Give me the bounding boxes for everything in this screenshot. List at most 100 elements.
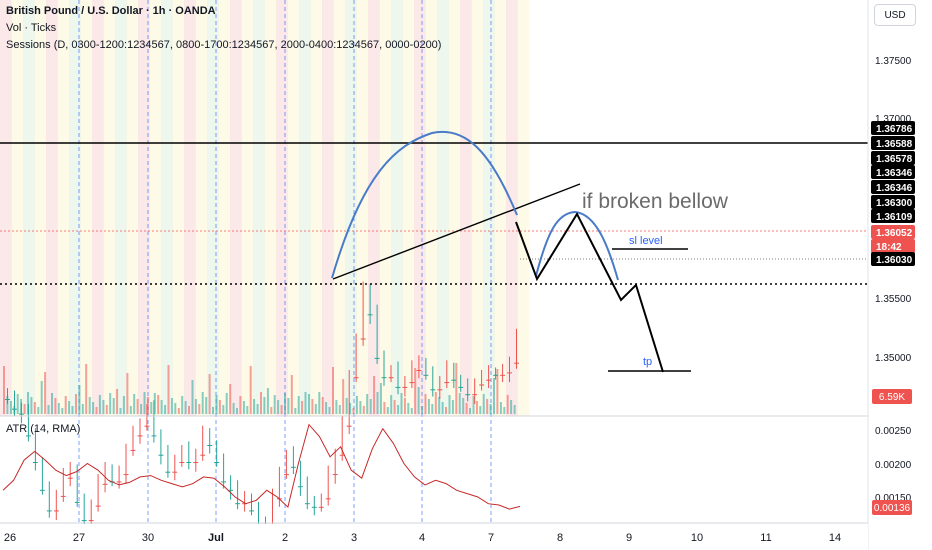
volume-bar (335, 400, 338, 414)
volume-bar (393, 400, 396, 414)
volume-legend[interactable]: Vol · Ticks (6, 22, 57, 34)
symbol-title[interactable]: British Pound / U.S. Dollar · 1h · OANDA (6, 5, 216, 17)
volume-bar (68, 401, 71, 414)
volume-bar (208, 374, 211, 414)
volume-bar (338, 405, 341, 414)
volume-bar (78, 385, 81, 414)
candle-body (74, 501, 80, 503)
session-stripe (34, 0, 47, 416)
candle-body (46, 510, 52, 512)
volume-bar (308, 394, 310, 414)
volume-bar (126, 373, 129, 414)
time-tick-label: 2 (282, 532, 288, 544)
candle-body (284, 474, 289, 476)
candle-body (444, 382, 450, 384)
session-backgrounds (0, 0, 530, 416)
volume-bar (23, 404, 26, 414)
volume-bar (92, 402, 95, 414)
volume-bar (136, 399, 139, 414)
volume-bar (427, 399, 430, 414)
time-tick-label: 11 (760, 532, 771, 544)
session-stripe (483, 0, 495, 416)
volume-bar (150, 402, 153, 414)
session-stripe (218, 0, 231, 416)
candle-body (39, 489, 45, 491)
arc-top-drawing[interactable] (331, 130, 518, 279)
session-stripe (414, 0, 426, 416)
volume-bar (44, 372, 47, 414)
volume-bar (369, 399, 372, 414)
volume-bar (40, 381, 43, 414)
volume-bar (417, 387, 420, 414)
price-axis-label-box (871, 151, 915, 165)
session-stripe (207, 0, 219, 416)
projection-path[interactable] (515, 211, 664, 373)
candle-body (514, 362, 519, 364)
volume-bar (510, 400, 513, 414)
volume-bar (51, 393, 53, 414)
candle-body (451, 379, 457, 381)
volume-bar (102, 400, 105, 414)
volume-bar (438, 397, 441, 414)
sessions-legend[interactable]: Sessions (D, 0300-1200:1234567, 0800-170… (6, 39, 442, 51)
price-candles (5, 281, 519, 536)
price-axis-label: 1.36346 (876, 168, 913, 179)
volume-bar (332, 367, 334, 414)
volume-bar (284, 393, 286, 414)
session-stripe (287, 0, 300, 416)
volume-bar (373, 376, 376, 414)
volume-bar (455, 363, 458, 414)
session-stripe (149, 0, 162, 416)
candle-body (395, 386, 401, 388)
price-axis[interactable] (868, 0, 932, 550)
candle-body (88, 520, 94, 522)
candle-body (249, 510, 254, 512)
sl-level-text: sl level (629, 235, 663, 247)
price-tick-label: 1.37500 (875, 56, 912, 67)
session-stripe (264, 0, 277, 416)
time-tick-label: 8 (557, 532, 563, 544)
volume-bar (424, 394, 427, 414)
volume-bar (482, 394, 485, 414)
candle-body (151, 435, 157, 437)
time-tick-label: 9 (626, 532, 632, 544)
arc-small-drawing[interactable] (535, 210, 619, 281)
volume-bar (304, 392, 307, 414)
candle-body (409, 382, 415, 384)
volume-bar (297, 396, 300, 414)
time-axis[interactable] (0, 524, 868, 550)
atr-legend[interactable]: ATR (14, RMA) (6, 423, 81, 435)
atr-indicator (2, 423, 521, 510)
day-separators (78, 0, 492, 523)
rising-trendline[interactable] (332, 183, 581, 280)
candle-body (374, 357, 380, 359)
volume-bar (112, 398, 115, 414)
candle-body (325, 498, 331, 500)
volume-bar (489, 404, 492, 414)
session-stripe (57, 0, 70, 416)
atr-tick-label: 0.00200 (875, 460, 912, 471)
volume-bar (109, 393, 112, 414)
volume-bar (57, 403, 60, 414)
volume-bar (277, 400, 280, 414)
volume-bar (122, 396, 125, 414)
volume-bar (503, 407, 506, 414)
candle-body (186, 462, 192, 463)
volume-bar (54, 398, 57, 414)
session-stripe (230, 0, 242, 416)
session-stripe (92, 0, 104, 416)
price-axis-label-box (871, 252, 915, 266)
price-axis-labels: 1.36786 1.36588 1.36578 1.36346 1.36346 1.363… (871, 121, 915, 266)
volume-bar (383, 402, 386, 414)
session-stripe (425, 0, 438, 416)
volume-bar (160, 400, 163, 414)
volume-bar (129, 406, 132, 414)
currency-button[interactable]: USD (874, 4, 916, 26)
volume-bar (253, 399, 256, 414)
volume-bar (379, 383, 382, 414)
session-stripe (506, 0, 518, 416)
volume-bar (451, 400, 454, 414)
tp-text: tp (643, 356, 652, 368)
price-axis-ticks: 1.37500 1.37000 1.35500 1.35000 0.00250 0.002… (875, 56, 912, 504)
